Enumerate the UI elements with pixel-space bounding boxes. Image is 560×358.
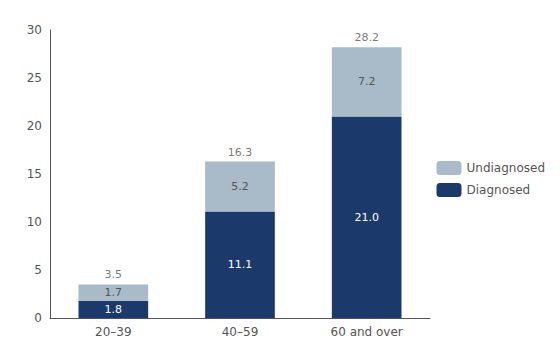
svg-text:21.0: 21.0 [354,211,379,224]
svg-text:25: 25 [27,71,42,85]
svg-text:15: 15 [27,167,42,181]
svg-text:5.2: 5.2 [231,180,249,193]
svg-text:20–39: 20–39 [95,325,132,339]
svg-text:11.1: 11.1 [228,258,253,271]
svg-text:30: 30 [27,23,42,37]
svg-text:3.5: 3.5 [105,268,123,281]
svg-text:0: 0 [34,311,42,325]
svg-text:10: 10 [27,215,42,229]
svg-text:1.7: 1.7 [105,286,123,299]
svg-text:Undiagnosed: Undiagnosed [466,161,545,175]
svg-text:Diagnosed: Diagnosed [466,183,530,197]
svg-text:20: 20 [27,119,42,133]
svg-text:40–59: 40–59 [222,325,259,339]
svg-text:60 and over: 60 and over [331,325,403,339]
svg-text:7.2: 7.2 [358,75,376,88]
svg-text:1.8: 1.8 [105,303,123,316]
svg-text:5: 5 [34,263,42,277]
svg-text:16.3: 16.3 [228,146,253,159]
svg-text:28.2: 28.2 [354,31,379,44]
